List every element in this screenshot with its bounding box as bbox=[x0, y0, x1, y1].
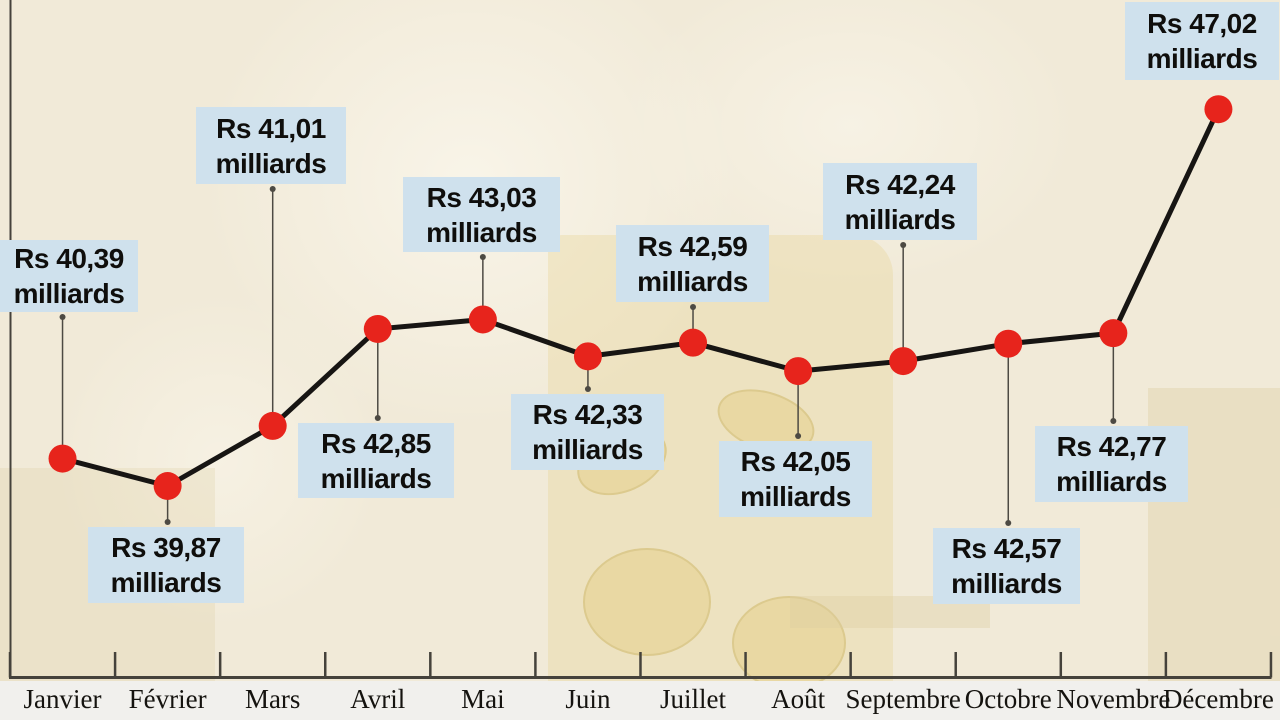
data-point-novembre bbox=[1099, 319, 1128, 348]
value-unit: milliards bbox=[740, 481, 851, 512]
leader-dot bbox=[1005, 520, 1012, 526]
x-axis-label-juillet: Juillet bbox=[660, 684, 727, 714]
value-label-mai: Rs 43,03 milliards bbox=[403, 177, 560, 252]
leader-dot bbox=[479, 254, 486, 260]
value-unit: milliards bbox=[1056, 466, 1167, 497]
value-label-janvier: Rs 40,39 milliards bbox=[0, 240, 138, 312]
value-unit: milliards bbox=[951, 568, 1062, 599]
leader-dot bbox=[1110, 418, 1117, 424]
value-unit: milliards bbox=[532, 434, 643, 465]
data-line bbox=[61, 108, 1221, 489]
value-amount: Rs 42,33 bbox=[532, 399, 643, 430]
value-unit: milliards bbox=[320, 462, 432, 494]
leader-dot bbox=[690, 304, 697, 310]
value-amount: Rs 42,85 bbox=[321, 427, 431, 459]
data-point-août bbox=[784, 357, 813, 386]
value-label-septembre: Rs 42,24 milliards bbox=[823, 163, 977, 240]
data-point-septembre bbox=[889, 347, 918, 376]
value-amount: Rs 47,02 bbox=[1147, 8, 1257, 39]
value-amount: Rs 43,03 bbox=[426, 181, 537, 213]
value-amount: Rs 41,01 bbox=[216, 112, 326, 144]
value-unit: milliards bbox=[844, 203, 956, 235]
value-unit: milliards bbox=[110, 567, 222, 598]
value-label-novembre: Rs 42,77 milliards bbox=[1035, 426, 1188, 502]
value-label-août: Rs 42,05 milliards bbox=[719, 441, 872, 517]
data-point-mars bbox=[258, 411, 287, 440]
value-unit: milliards bbox=[637, 265, 748, 297]
data-point-avril bbox=[363, 314, 392, 343]
value-label-mars: Rs 41,01 milliards bbox=[196, 107, 346, 184]
value-label-avril: Rs 42,85 milliards bbox=[298, 423, 454, 498]
x-axis-label-décembre: Décembre bbox=[1162, 684, 1274, 714]
x-axis-strip: Janvier Février Mars Avril Mai Juin Juillet Aoû… bbox=[0, 681, 1280, 720]
value-label-juin: Rs 42,33 milliards bbox=[511, 394, 664, 470]
data-point-février bbox=[153, 472, 182, 500]
value-unit: milliards bbox=[215, 147, 327, 179]
x-axis-label-novembre: Novembre bbox=[1056, 684, 1171, 714]
value-amount: Rs 40,39 bbox=[14, 243, 124, 274]
leader-dot bbox=[584, 386, 591, 392]
leader-dot bbox=[59, 314, 66, 320]
data-point-juin bbox=[573, 342, 602, 371]
value-label-octobre: Rs 42,57 milliards bbox=[933, 528, 1080, 604]
value-label-décembre: Rs 47,02 milliards bbox=[1125, 2, 1279, 80]
value-amount: Rs 42,24 bbox=[845, 168, 955, 200]
value-label-juillet: Rs 42,59 milliards bbox=[616, 225, 769, 302]
value-amount: Rs 42,05 bbox=[740, 446, 851, 477]
value-amount: Rs 42,57 bbox=[951, 533, 1062, 564]
x-axis-label-octobre: Octobre bbox=[964, 684, 1052, 714]
leader-dot bbox=[900, 242, 907, 248]
leader-dot bbox=[164, 519, 171, 525]
value-label-février: Rs 39,87 milliards bbox=[88, 527, 244, 603]
leader-dot bbox=[269, 186, 276, 192]
x-axis-label-juin: Juin bbox=[565, 684, 611, 714]
x-axis-label-septembre: Septembre bbox=[845, 684, 961, 714]
value-unit: milliards bbox=[426, 216, 537, 248]
x-axis-label-août: Août bbox=[771, 684, 826, 714]
x-axis-label-janvier: Janvier bbox=[23, 684, 102, 714]
x-axis-label-avril: Avril bbox=[350, 684, 406, 714]
value-amount: Rs 39,87 bbox=[111, 532, 221, 563]
value-amount: Rs 42,59 bbox=[637, 230, 748, 262]
leader-dot bbox=[374, 415, 381, 421]
leader-dot bbox=[795, 433, 802, 439]
value-unit: milliards bbox=[1146, 43, 1258, 74]
data-point-décembre bbox=[1204, 95, 1233, 124]
data-point-janvier bbox=[48, 444, 77, 473]
x-axis-label-mars: Mars bbox=[244, 684, 301, 714]
x-axis-label-février: Février bbox=[128, 684, 207, 714]
data-point-juillet bbox=[679, 328, 708, 357]
data-point-mai bbox=[468, 305, 497, 334]
value-amount: Rs 42,77 bbox=[1056, 431, 1167, 462]
data-point-octobre bbox=[994, 329, 1023, 358]
x-axis-label-mai: Mai bbox=[461, 684, 505, 714]
value-unit: milliards bbox=[13, 278, 125, 309]
